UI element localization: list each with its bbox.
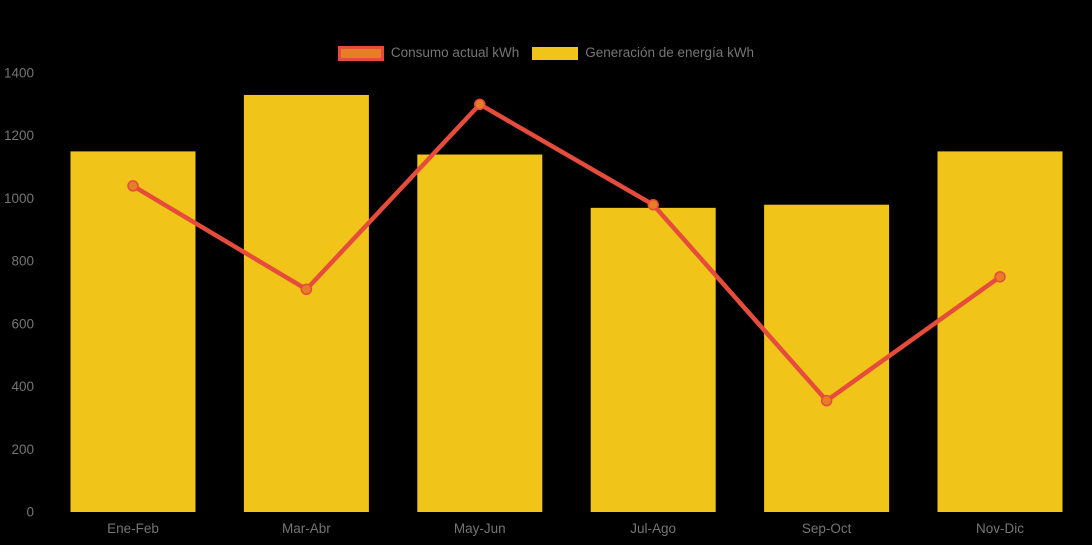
x-tick-label: Nov-Dic	[976, 521, 1024, 536]
x-tick-label: Jul-Ago	[630, 521, 676, 536]
y-tick-label: 0	[26, 505, 34, 520]
bar	[243, 94, 369, 512]
bar	[417, 154, 543, 512]
consumo-line-swatch-icon	[337, 45, 384, 61]
line-point	[820, 394, 833, 407]
line-point	[647, 198, 659, 211]
bar	[764, 204, 890, 512]
bar	[590, 207, 716, 513]
line-point	[300, 283, 313, 296]
y-tick-label: 1000	[4, 191, 34, 206]
x-tick-label: Mar-Abr	[282, 521, 331, 536]
x-tick-label: Sep-Oct	[802, 521, 852, 536]
x-tick-label: Ene-Feb	[107, 521, 159, 536]
y-tick-label: 1200	[4, 128, 34, 143]
line-point	[994, 271, 1006, 283]
legend-label-consumo: Consumo actual kWh	[390, 45, 520, 60]
y-tick-label: 400	[11, 379, 34, 394]
y-tick-label: 1400	[4, 66, 34, 81]
x-tick-label: May-Jun	[454, 521, 506, 536]
y-tick-label: 600	[11, 316, 34, 331]
line-series	[130, 102, 1003, 403]
legend-label-generacion: Generación de energía kWh	[585, 45, 755, 60]
bar	[937, 151, 1063, 512]
legend-item-generacion[interactable]: Generación de energía kWh	[532, 45, 754, 61]
legend-item-consumo[interactable]: Consumo actual kWh	[337, 45, 520, 61]
bar	[70, 151, 196, 512]
legend: Consumo actual kWh Generación de energía…	[0, 45, 1092, 61]
line-point	[474, 98, 486, 111]
y-tick-label: 200	[11, 442, 34, 457]
generacion-bar-swatch-icon	[532, 46, 579, 60]
line-point	[127, 180, 139, 192]
y-tick-label: 800	[11, 254, 34, 269]
